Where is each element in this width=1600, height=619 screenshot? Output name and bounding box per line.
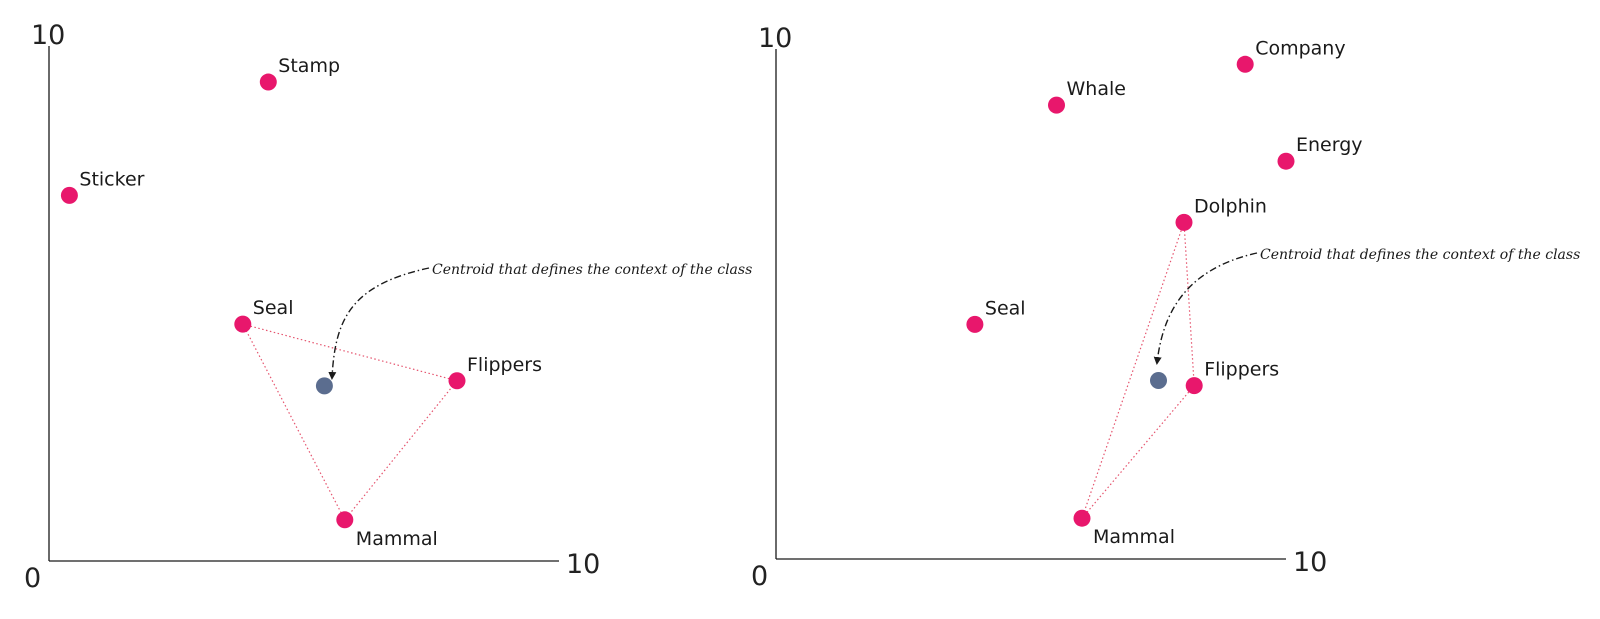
point-label-stamp: Stamp	[278, 55, 340, 77]
origin-tick: 0	[24, 563, 41, 594]
x-axis-max-tick: 10	[1293, 547, 1327, 578]
point-label-flippers: Flippers	[467, 354, 542, 376]
centroid-point	[1150, 372, 1167, 389]
point-label-energy: Energy	[1296, 134, 1363, 156]
centroid-annotation: Centroid that defines the context of the…	[432, 262, 752, 278]
centroid-point	[315, 377, 333, 395]
point-seal	[234, 315, 252, 333]
point-company	[1236, 55, 1254, 73]
class-triangle	[241, 323, 459, 521]
y-axis-max-tick: 10	[31, 20, 65, 51]
centroid-callout-arrow	[328, 267, 430, 380]
point-label-seal: Seal	[253, 297, 294, 319]
scatter-panel-1: 10 0 10 Centroid that defines the context o…	[24, 20, 752, 594]
point-energy	[1277, 152, 1295, 170]
point-mammal	[336, 511, 354, 529]
point-flippers	[1185, 377, 1203, 395]
class-triangle	[1081, 222, 1195, 519]
point-label-mammal: Mammal	[356, 528, 438, 550]
x-axis-max-tick: 10	[566, 549, 600, 580]
point-mammal	[1073, 509, 1091, 527]
point-label-flippers: Flippers	[1204, 359, 1279, 381]
point-label-dolphin: Dolphin	[1194, 195, 1267, 217]
point-label-mammal: Mammal	[1093, 526, 1175, 548]
point-stamp	[259, 73, 277, 91]
point-seal	[966, 315, 984, 333]
centroid-callout-arrow	[1153, 252, 1258, 365]
point-label-sticker: Sticker	[79, 168, 144, 190]
point-label-company: Company	[1255, 37, 1345, 59]
point-label-whale: Whale	[1067, 78, 1126, 100]
y-axis-max-tick: 10	[758, 23, 792, 54]
point-whale	[1048, 96, 1065, 114]
point-dolphin	[1175, 213, 1193, 231]
point-label-seal: Seal	[985, 297, 1026, 319]
centroid-annotation: Centroid that defines the context of the…	[1260, 247, 1580, 263]
point-flippers	[448, 372, 466, 390]
origin-tick: 0	[751, 561, 768, 592]
point-sticker	[60, 186, 78, 204]
scatter-panel-2: 10 0 10 Centroid that defines the context o…	[751, 23, 1580, 592]
